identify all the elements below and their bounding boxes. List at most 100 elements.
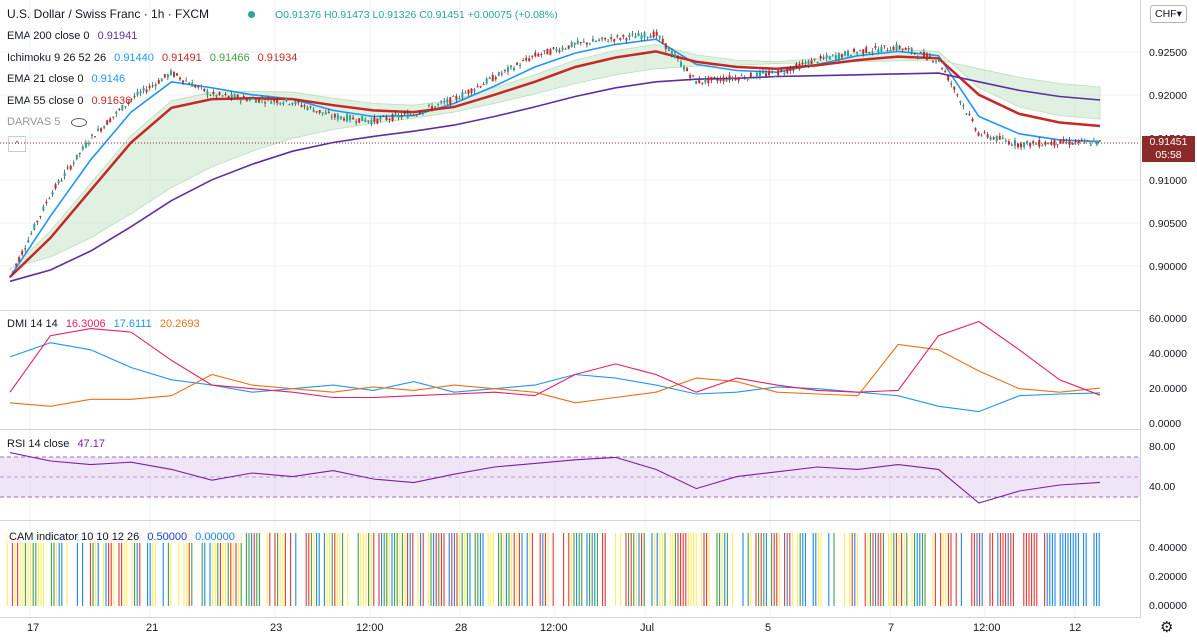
- candle-body: [166, 74, 169, 78]
- candle-body: [78, 152, 81, 154]
- legend-dmi[interactable]: DMI 14 14 16.3006 17.6111 20.2693: [7, 318, 205, 330]
- main-tick-3: 0.91000: [1149, 175, 1187, 187]
- cam-tick-2: 0.00000: [1149, 600, 1187, 612]
- candle-body: [698, 79, 701, 84]
- candle-body: [154, 84, 157, 87]
- candle-body: [591, 38, 594, 42]
- candle-body: [567, 45, 570, 49]
- rsi-series: [9, 452, 1101, 504]
- candle-body: [564, 48, 567, 50]
- candle-body: [63, 172, 66, 177]
- candle-body: [804, 62, 807, 65]
- candle-body: [840, 54, 843, 58]
- candle-body: [200, 85, 203, 87]
- candle-body: [97, 128, 100, 131]
- symbol-title[interactable]: U.S. Dollar / Swiss Franc · 1h · FXCM: [7, 7, 210, 21]
- market-status-dot: [248, 11, 255, 18]
- candle-body: [185, 80, 188, 82]
- candle-body: [291, 102, 294, 105]
- candle-body: [124, 106, 127, 108]
- candle-body: [51, 192, 54, 195]
- candle-body: [670, 51, 673, 56]
- legend-ema21[interactable]: EMA 21 close 0 0.9146: [7, 73, 130, 85]
- candle-body: [273, 99, 276, 102]
- candle-body: [9, 276, 11, 278]
- candle-body: [549, 49, 552, 55]
- candle-body: [297, 101, 300, 103]
- x-tick-2: 23: [270, 622, 283, 634]
- candle-body: [594, 41, 597, 43]
- candle-body: [403, 113, 406, 115]
- candle-body: [883, 45, 886, 47]
- legend-ema55[interactable]: EMA 55 close 0 0.91636: [7, 95, 136, 107]
- legend-cam-label: CAM indicator 10 10 12 26: [9, 531, 140, 543]
- candle-body: [962, 105, 965, 107]
- legend-ichimoku-v4: 0.91934: [257, 52, 298, 64]
- legend-ichimoku[interactable]: Ichimoku 9 26 52 26 0.91440 0.91491 0.91…: [7, 52, 302, 64]
- candle-body: [555, 48, 558, 52]
- x-tick-3: 12:00: [356, 622, 384, 634]
- dmi-tick-1: 40.0000: [1149, 348, 1187, 360]
- candle-body: [315, 111, 318, 113]
- candle-body: [118, 109, 121, 111]
- candle-body: [15, 263, 18, 266]
- candle-body: [534, 52, 537, 57]
- candle-body: [755, 72, 758, 78]
- candle-body: [42, 206, 45, 211]
- legend-rsi[interactable]: RSI 14 close 47.17: [7, 438, 110, 450]
- candle-body: [94, 136, 97, 138]
- candle-body: [218, 92, 221, 95]
- candle-body: [54, 184, 57, 189]
- candle-body: [780, 69, 783, 71]
- candle-body: [689, 75, 692, 78]
- legend-ema200[interactable]: EMA 200 close 0 0.91941: [7, 30, 142, 42]
- legend-dmi-adx: 16.3006: [65, 318, 106, 330]
- legend-darvas[interactable]: DARVAS 5: [7, 116, 92, 128]
- ichimoku-cloud: [9, 43, 1101, 271]
- collapse-legend-icon[interactable]: ^: [8, 136, 26, 152]
- candle-body: [613, 39, 616, 42]
- candle-body: [877, 49, 880, 53]
- settings-gear-icon[interactable]: ⚙: [1160, 619, 1174, 636]
- dmi-tick-0: 60.0000: [1149, 313, 1187, 325]
- candle-body: [488, 77, 491, 79]
- dmi-tick-3: 0.0000: [1149, 418, 1182, 430]
- candle-body: [658, 36, 661, 39]
- pane-separator-1[interactable]: [0, 310, 1197, 311]
- candle-body: [172, 72, 175, 77]
- candle-body: [233, 94, 236, 98]
- dmi-line-adx: [9, 320, 1101, 399]
- candle-body: [968, 113, 971, 116]
- candle-body: [318, 110, 321, 113]
- candle-body: [203, 88, 206, 92]
- currency-button[interactable]: CHF▾: [1150, 5, 1187, 23]
- chart-svg[interactable]: [0, 0, 1140, 618]
- hidden-eye-icon[interactable]: [71, 117, 88, 127]
- candle-body: [859, 50, 862, 52]
- candle-body: [1095, 140, 1098, 145]
- candle-body: [267, 97, 270, 99]
- candle-body: [449, 97, 452, 104]
- legend-cam[interactable]: CAM indicator 10 10 12 26 0.50000 0.0000…: [7, 531, 242, 543]
- candle-body: [227, 95, 230, 98]
- candle-body: [871, 51, 874, 53]
- candle-body: [935, 60, 938, 62]
- candle-body: [637, 32, 640, 37]
- price-axis[interactable]: [1140, 0, 1197, 618]
- cam-tick-1: 0.20000: [1149, 571, 1187, 583]
- candle-body: [45, 201, 48, 204]
- candle-body: [333, 114, 336, 118]
- candle-body: [506, 67, 509, 72]
- candle-body: [364, 119, 367, 122]
- candle-body: [163, 74, 166, 78]
- candle-body: [1083, 140, 1086, 143]
- candle-body: [928, 56, 931, 58]
- pane-separator-3[interactable]: [0, 520, 1197, 521]
- candle-body: [856, 52, 859, 54]
- candle-body: [385, 117, 388, 120]
- open-value: O0.91376: [275, 9, 322, 21]
- candle-body: [801, 62, 804, 65]
- pane-separator-2[interactable]: [0, 429, 1197, 430]
- candle-body: [944, 71, 947, 73]
- candle-body: [491, 75, 494, 82]
